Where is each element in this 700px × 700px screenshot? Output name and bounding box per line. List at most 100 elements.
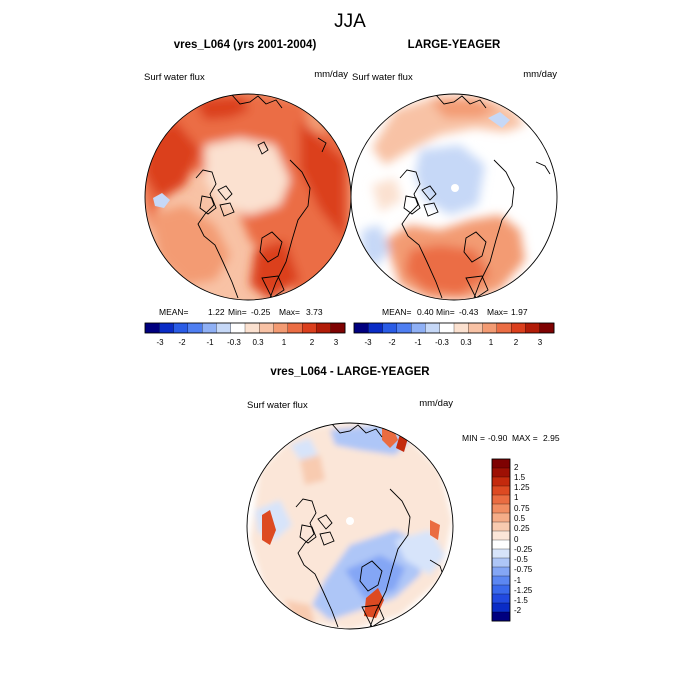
panel-difference-tick: -1.25	[514, 586, 533, 595]
panel-difference-tick: 0.25	[514, 524, 530, 533]
panel-difference-colorbar-cell	[491, 548, 511, 559]
panel-difference-colorbar-cell	[491, 512, 511, 523]
panel-vres-right-label: mm/day	[314, 69, 348, 80]
panel-vres-mean-value: 1.22	[208, 307, 225, 317]
panel-vres-stats: MEAN= 1.22 Min= -0.25 Max= 3.73	[159, 307, 323, 317]
panel-difference-max-value: 2.95	[543, 433, 560, 443]
panel-large-yeager-colorbar-cell	[410, 322, 426, 334]
panel-difference-left-label: Surf water flux	[247, 400, 308, 411]
panel-large-yeager-map-border	[350, 93, 558, 301]
panel-difference-colorbar-cell	[491, 485, 511, 496]
panel-difference-colorbar-cell	[491, 458, 511, 469]
panel-difference-tick: 1	[514, 493, 519, 502]
panel-vres-tick: 0.3	[252, 338, 264, 347]
panel-large-yeager-tick: 1	[489, 338, 494, 347]
panel-large-yeager-colorbar-cell	[353, 322, 369, 334]
panel-large-yeager-colorbar-cell	[453, 322, 469, 334]
panel-vres-min-value: -0.25	[251, 307, 271, 317]
panel-difference-colorbar-cell	[491, 521, 511, 532]
panel-large-yeager-max-label: Max=	[487, 307, 508, 317]
panel-vres-max-value: 3.73	[306, 307, 323, 317]
panel-difference-colorbar-cell	[491, 602, 511, 613]
panel-large-yeager-min-value: -0.43	[459, 307, 479, 317]
panel-difference-coastlines	[295, 423, 445, 628]
panel-vres-colorbar-cell	[259, 322, 275, 334]
panel-difference-tick: -2	[514, 606, 522, 615]
panel-large-yeager-tick: -2	[388, 338, 396, 347]
panel-difference-colorbar-cell	[491, 566, 511, 577]
panel-difference-colorbar-frame	[491, 458, 511, 622]
panel-vres-colorbar-cell	[230, 322, 246, 334]
panel-difference-colorbar-cell	[491, 557, 511, 568]
panel-large-yeager-mean-value: 0.40	[417, 307, 434, 317]
panel-vres-colorbar-cell	[301, 322, 317, 334]
panel-difference-tick: 2	[514, 463, 519, 472]
panel-large-yeager-colorbar-cell	[468, 322, 484, 334]
panel-difference-min-label: MIN =	[462, 433, 485, 443]
panel-difference-colorbar-cell	[491, 503, 511, 514]
panel-difference-tick: 0.75	[514, 504, 530, 513]
panel-large-yeager-colorbar-cell	[496, 322, 512, 334]
panel-vres-tick: -2	[178, 338, 186, 347]
panel-vres-colorbar-cells	[144, 322, 346, 334]
panel-vres-max-label: Max=	[279, 307, 300, 317]
panel-large-yeager-flux-field	[362, 95, 525, 300]
panel-large-yeager-colorbar-cell	[382, 322, 398, 334]
panel-difference-colorbar-cell	[491, 593, 511, 604]
panel-large-yeager-colorbar-frame	[353, 322, 555, 334]
panel-large-yeager-stats: MEAN= 0.40 Min= -0.43 Max= 1.97	[382, 307, 528, 317]
panel-vres: vres_L064 (yrs 2001-2004) Surf water flu…	[144, 39, 352, 347]
panel-large-yeager-colorbar-cell	[396, 322, 412, 334]
panel-large-yeager-tick: 2	[514, 338, 519, 347]
panel-large-yeager-left-label: Surf water flux	[352, 72, 413, 83]
panel-vres-tick: 2	[310, 338, 315, 347]
panel-vres-colorbar-cell	[187, 322, 203, 334]
panel-difference-tick: -1	[514, 576, 522, 585]
panel-vres-colorbar-cell	[287, 322, 303, 334]
panel-difference-colorbar-cell	[491, 494, 511, 505]
panel-difference-map-border	[246, 422, 454, 630]
panel-difference-tick: -0.25	[514, 545, 533, 554]
panel-large-yeager-colorbar-cell	[525, 322, 541, 334]
panel-large-yeager-colorbar-cells	[353, 322, 555, 334]
panel-large-yeager: LARGE-YEAGER Surf water flux mm/day	[350, 39, 558, 347]
panel-vres-colorbar-ticks: -3 -2 -1 -0.3 0.3 1 2 3	[156, 338, 338, 347]
panel-large-yeager-colorbar-cell	[425, 322, 441, 334]
panel-vres-tick: -3	[156, 338, 164, 347]
panel-large-yeager-max-value: 1.97	[511, 307, 528, 317]
panel-difference-colorbar: 2 1.5 1.25 1 0.75 0.5 0.25 0 -0.25 -0.5 …	[491, 458, 533, 622]
panel-vres-colorbar-cell	[273, 322, 289, 334]
panel-vres-colorbar-cell	[201, 322, 217, 334]
panel-vres-left-label: Surf water flux	[144, 72, 205, 83]
panel-vres-colorbar: -3 -2 -1 -0.3 0.3 1 2 3	[144, 322, 346, 347]
panel-large-yeager-colorbar: -3 -2 -1 -0.3 0.3 1 2 3	[353, 322, 555, 347]
figure-title: JJA	[334, 11, 366, 32]
panel-vres-tick: -1	[206, 338, 214, 347]
panel-difference-colorbar-cell	[491, 575, 511, 586]
panel-vres-colorbar-cell	[316, 322, 332, 334]
panel-large-yeager-colorbar-cell	[510, 322, 526, 334]
panel-difference-tick: 1.5	[514, 473, 526, 482]
panel-large-yeager-title: LARGE-YEAGER	[408, 39, 501, 51]
panel-difference-map	[246, 422, 454, 630]
panel-large-yeager-colorbar-ticks: -3 -2 -1 -0.3 0.3 1 2 3	[364, 338, 542, 347]
panel-vres-colorbar-cell	[244, 322, 260, 334]
panel-difference-stats: MIN = -0.90 MAX = 2.95	[462, 433, 560, 443]
panel-vres-colorbar-cell	[144, 322, 160, 334]
panel-difference-min-value: -0.90	[488, 433, 508, 443]
panel-vres-colorbar-cell	[216, 322, 232, 334]
panel-difference-tick: 0.5	[514, 514, 526, 523]
panel-vres-coastlines	[195, 94, 327, 299]
panel-difference-colorbar-cell	[491, 476, 511, 487]
panel-large-yeager-tick: -1	[414, 338, 422, 347]
panel-vres-colorbar-cell	[159, 322, 175, 334]
panel-large-yeager-tick: 3	[538, 338, 543, 347]
panel-large-yeager-tick: -3	[364, 338, 372, 347]
panel-difference-tick: 1.25	[514, 483, 530, 492]
panel-difference-tick: -0.75	[514, 565, 533, 574]
panel-large-yeager-tick: 0.3	[460, 338, 472, 347]
panel-difference-colorbar-cells	[491, 458, 511, 622]
panel-large-yeager-coastlines	[399, 94, 551, 299]
panel-difference-colorbar-cell	[491, 539, 511, 550]
